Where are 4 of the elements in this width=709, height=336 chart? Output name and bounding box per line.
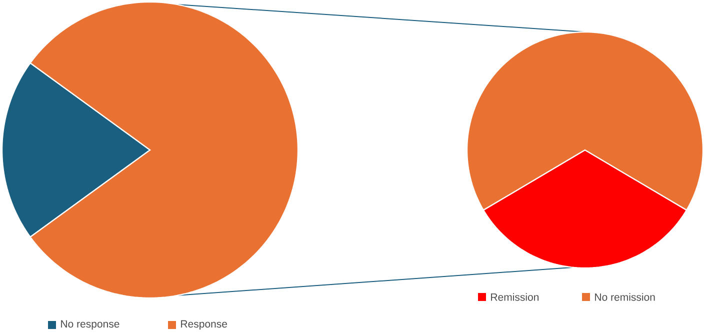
legend-label: Response: [181, 320, 228, 330]
legend-label: Remission: [491, 293, 539, 301]
legend-label: No response: [61, 320, 120, 330]
legend-label: No remission: [595, 293, 655, 301]
